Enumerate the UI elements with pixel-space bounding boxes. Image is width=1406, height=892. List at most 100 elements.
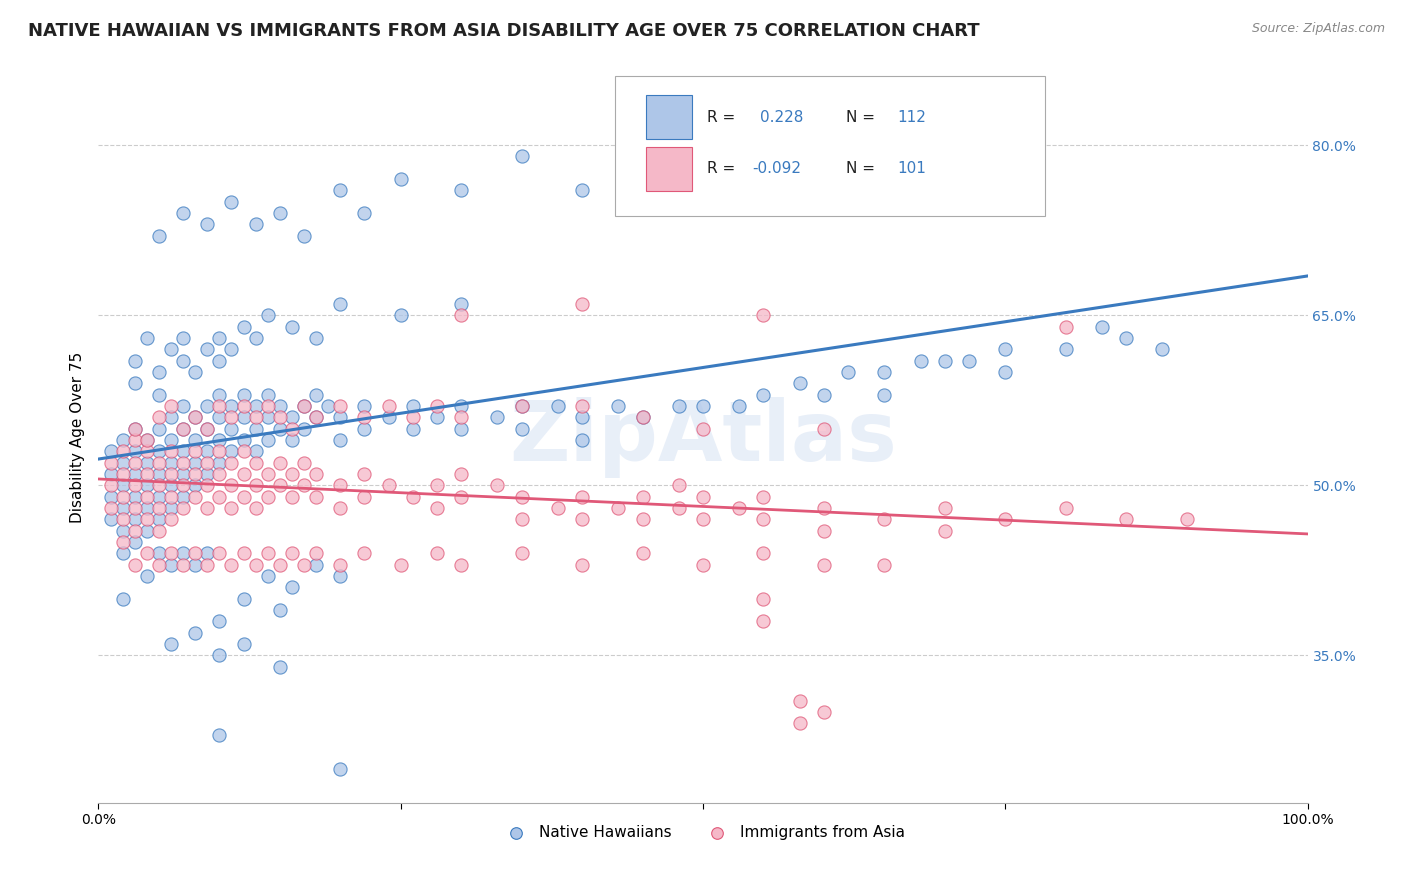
Point — [292, 228, 315, 243]
Point — [426, 478, 449, 492]
Point — [184, 467, 207, 481]
Point — [728, 399, 751, 413]
Point — [1175, 512, 1198, 526]
Point — [135, 467, 157, 481]
Point — [148, 228, 170, 243]
Point — [195, 421, 218, 435]
Point — [292, 478, 315, 492]
Point — [631, 490, 654, 504]
Text: N =: N = — [845, 110, 875, 125]
Point — [208, 399, 231, 413]
Point — [389, 172, 412, 186]
Point — [111, 591, 134, 606]
Point — [124, 444, 146, 458]
Point — [281, 319, 304, 334]
Point — [195, 478, 218, 492]
Point — [148, 558, 170, 572]
Point — [607, 399, 630, 413]
Point — [135, 433, 157, 447]
Point — [124, 490, 146, 504]
Point — [111, 456, 134, 470]
Point — [208, 467, 231, 481]
Point — [510, 399, 533, 413]
Point — [329, 558, 352, 572]
Point — [111, 490, 134, 504]
Point — [402, 410, 425, 425]
Point — [208, 331, 231, 345]
Point — [1054, 500, 1077, 515]
Point — [195, 421, 218, 435]
Point — [245, 410, 267, 425]
Point — [172, 399, 194, 413]
Point — [100, 500, 122, 515]
Point — [668, 478, 690, 492]
Point — [486, 478, 509, 492]
Point — [571, 410, 593, 425]
Point — [221, 410, 243, 425]
Point — [873, 365, 896, 379]
Point — [571, 512, 593, 526]
Point — [208, 353, 231, 368]
Point — [547, 399, 569, 413]
Point — [329, 569, 352, 583]
Point — [135, 456, 157, 470]
Point — [281, 421, 304, 435]
Point — [668, 500, 690, 515]
Point — [813, 524, 835, 538]
Point — [111, 500, 134, 515]
Point — [752, 512, 775, 526]
Point — [571, 297, 593, 311]
Point — [329, 399, 352, 413]
Point — [269, 456, 291, 470]
Point — [124, 512, 146, 526]
Point — [329, 762, 352, 776]
Point — [184, 546, 207, 560]
Point — [221, 342, 243, 356]
Point — [256, 399, 278, 413]
Point — [305, 387, 328, 401]
Point — [329, 410, 352, 425]
Point — [316, 399, 339, 413]
Point — [172, 444, 194, 458]
Point — [571, 433, 593, 447]
Point — [172, 500, 194, 515]
Point — [353, 206, 375, 220]
Point — [752, 615, 775, 629]
Point — [994, 342, 1017, 356]
Point — [510, 149, 533, 163]
Point — [195, 342, 218, 356]
Point — [172, 478, 194, 492]
Point — [571, 558, 593, 572]
Point — [160, 399, 183, 413]
Point — [353, 410, 375, 425]
Point — [184, 558, 207, 572]
Point — [160, 467, 183, 481]
Point — [292, 399, 315, 413]
Point — [292, 399, 315, 413]
Text: R =: R = — [707, 110, 735, 125]
Text: NATIVE HAWAIIAN VS IMMIGRANTS FROM ASIA DISABILITY AGE OVER 75 CORRELATION CHART: NATIVE HAWAIIAN VS IMMIGRANTS FROM ASIA … — [28, 22, 980, 40]
Point — [256, 569, 278, 583]
Point — [631, 194, 654, 209]
Point — [148, 421, 170, 435]
Point — [160, 342, 183, 356]
Point — [195, 218, 218, 232]
Legend: Native Hawaiians, Immigrants from Asia: Native Hawaiians, Immigrants from Asia — [495, 819, 911, 847]
Point — [752, 490, 775, 504]
Point — [281, 433, 304, 447]
Point — [450, 297, 472, 311]
Point — [873, 387, 896, 401]
Point — [934, 524, 956, 538]
Point — [281, 490, 304, 504]
Point — [450, 308, 472, 322]
Point — [994, 512, 1017, 526]
Point — [135, 444, 157, 458]
Point — [934, 500, 956, 515]
Point — [124, 500, 146, 515]
Point — [305, 546, 328, 560]
Point — [208, 433, 231, 447]
Point — [813, 558, 835, 572]
Point — [813, 387, 835, 401]
Point — [292, 456, 315, 470]
Point — [789, 716, 811, 731]
